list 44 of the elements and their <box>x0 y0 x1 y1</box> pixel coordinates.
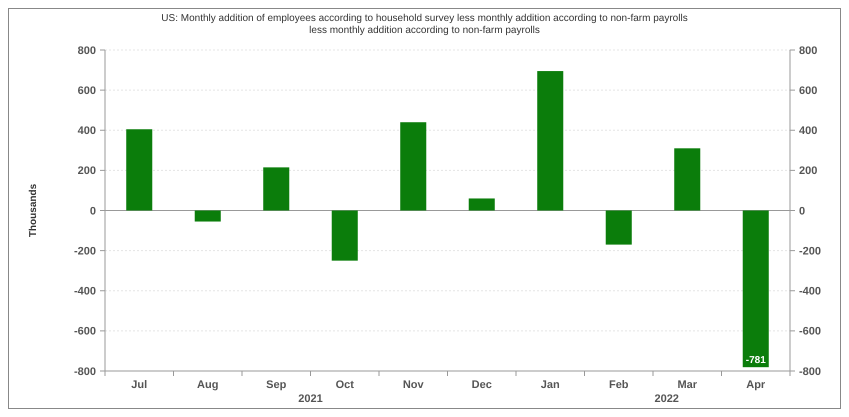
text: 2021 <box>298 393 323 405</box>
bar <box>606 210 632 245</box>
x-tick-label: Feb <box>608 379 629 391</box>
y2-tick-label: 400 <box>799 125 818 138</box>
x-tick-label: Dec <box>472 379 492 391</box>
bar <box>126 129 152 210</box>
y-tick-label: -800 <box>74 366 96 378</box>
bar <box>674 148 700 210</box>
y2-tick-label: -400 <box>799 286 822 298</box>
y2-tick-label: -200 <box>799 245 822 258</box>
y2-tick-label: 800 <box>799 44 818 57</box>
y-tick-label: 400 <box>78 125 96 138</box>
bar <box>468 198 495 210</box>
y2-tick-label: -800 <box>799 366 822 378</box>
x-tick-label: Nov <box>402 379 425 391</box>
chart-title: US: Monthly addition of employees according to household survey less monthly addition according to non-farm payrolls <box>161 13 688 24</box>
data-label: -781 <box>746 355 766 366</box>
y-tick-label: -600 <box>74 326 96 338</box>
y-tick-label: -200 <box>74 245 96 258</box>
chart-subtitle: less monthly addition according to non-farm payrolls <box>309 25 540 36</box>
y2-tick-label: 600 <box>799 84 818 97</box>
y-tick-label: 200 <box>78 165 96 178</box>
x-tick-label: Apr <box>746 379 766 391</box>
bar <box>742 210 769 368</box>
x-tick-label: Oct <box>336 379 354 391</box>
bar <box>537 71 564 210</box>
bar <box>332 210 358 261</box>
bar <box>400 122 426 210</box>
bar <box>263 167 290 210</box>
y-tick-label: 600 <box>78 84 96 97</box>
x-tick-label: Sep <box>266 379 287 391</box>
x-tick-label: Jan <box>540 379 560 391</box>
x-tick-label: Jul <box>131 379 148 391</box>
bar <box>194 210 221 222</box>
y-axis-title: Thousands <box>28 183 39 238</box>
y2-tick-label: 0 <box>799 205 806 218</box>
text: 2022 <box>654 393 679 405</box>
y-tick-label: 800 <box>78 44 96 57</box>
y-tick-label: 0 <box>90 205 96 218</box>
y2-tick-label: -600 <box>799 326 822 338</box>
x-tick-label: Aug <box>197 379 218 391</box>
y2-tick-label: 200 <box>799 165 818 178</box>
x-tick-label: Mar <box>677 379 698 391</box>
y-tick-label: -400 <box>74 286 96 298</box>
